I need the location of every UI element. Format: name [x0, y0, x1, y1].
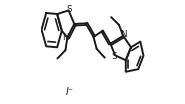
Text: N: N: [120, 30, 127, 39]
Text: +: +: [65, 33, 70, 38]
Text: S: S: [66, 5, 72, 14]
Text: I⁻: I⁻: [66, 87, 74, 97]
Text: S: S: [111, 52, 117, 61]
Text: N: N: [62, 33, 68, 42]
